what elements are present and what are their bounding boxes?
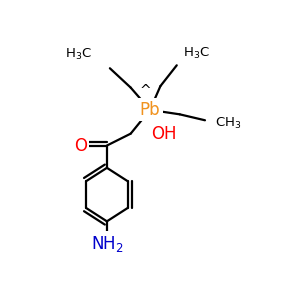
Text: OH: OH xyxy=(152,125,177,143)
Text: H$_3$C: H$_3$C xyxy=(183,46,210,61)
Text: H$_3$C: H$_3$C xyxy=(65,47,92,62)
Text: ^: ^ xyxy=(140,84,152,98)
Text: Pb: Pb xyxy=(140,101,160,119)
Text: O: O xyxy=(74,136,87,154)
Text: CH$_3$: CH$_3$ xyxy=(215,116,242,131)
Text: NH$_2$: NH$_2$ xyxy=(91,234,123,254)
